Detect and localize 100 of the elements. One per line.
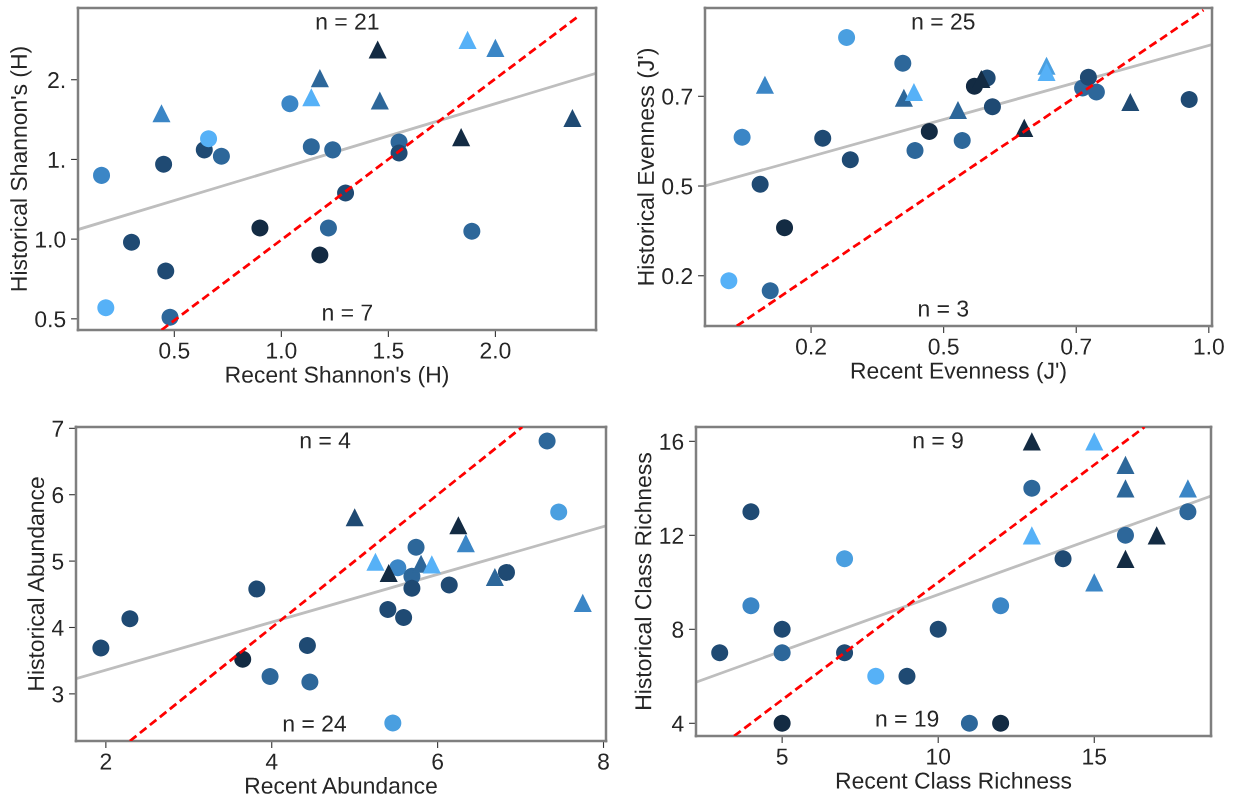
x-tick-label: 4 xyxy=(265,753,278,770)
x-tick-label: 1.0 xyxy=(267,342,297,359)
point xyxy=(573,593,592,612)
annotation: n = 3 xyxy=(919,300,969,317)
x-tick-label: 0.5 xyxy=(928,338,959,355)
annotation: n = 19 xyxy=(876,710,939,727)
point xyxy=(379,601,397,619)
point xyxy=(302,138,320,156)
point xyxy=(368,40,387,59)
point xyxy=(1037,62,1056,81)
point xyxy=(1054,550,1072,568)
point xyxy=(452,128,471,147)
point xyxy=(298,636,316,654)
y-tick-label: 2. xyxy=(48,72,65,89)
point xyxy=(157,262,175,280)
point xyxy=(384,714,402,732)
annotation: n = 25 xyxy=(912,13,975,30)
y-tick-label: 8 xyxy=(672,621,684,638)
y-tick-label: 0.7 xyxy=(662,88,693,105)
point xyxy=(841,151,859,169)
point xyxy=(302,88,321,107)
point xyxy=(733,128,751,146)
x-axis-title: Recent Shannon's (H) xyxy=(226,365,448,388)
y-tick-label: 4 xyxy=(671,715,684,732)
point xyxy=(121,610,139,628)
point xyxy=(755,75,774,94)
y-tick-label: 16 xyxy=(660,433,684,450)
point xyxy=(867,667,885,685)
x-tick-label: 15 xyxy=(1083,748,1107,765)
point xyxy=(751,175,769,193)
y-tick-label: 0.2 xyxy=(662,268,693,285)
point xyxy=(1116,479,1135,498)
point xyxy=(155,155,173,173)
x-tick-label: 0.7 xyxy=(1061,338,1092,355)
point xyxy=(773,620,791,638)
point xyxy=(212,147,230,165)
annotation: n = 21 xyxy=(316,13,379,30)
y-tick-label: 12 xyxy=(660,527,684,544)
point xyxy=(836,550,854,568)
point xyxy=(449,516,468,535)
x-tick-label: 6 xyxy=(432,753,443,770)
point xyxy=(1116,526,1134,544)
y-axis-title: Historical Abundance xyxy=(27,477,45,690)
y-tick-label: 1.0 xyxy=(36,231,66,248)
point xyxy=(463,222,481,240)
point xyxy=(497,563,515,581)
point xyxy=(1023,479,1041,497)
point xyxy=(1079,68,1097,86)
point xyxy=(403,579,421,597)
point xyxy=(992,597,1010,615)
y-tick-label: 3 xyxy=(52,686,64,703)
x-tick-label: 0.5 xyxy=(159,342,190,359)
point xyxy=(773,644,791,662)
y-axis-title: Historical Class Richness xyxy=(634,453,652,709)
point xyxy=(486,38,505,57)
x-tick-label: 10 xyxy=(927,748,951,765)
point xyxy=(898,667,916,685)
x-axis-title: Recent Class Richness xyxy=(836,771,1072,789)
point xyxy=(814,129,832,147)
point xyxy=(1116,455,1135,474)
point xyxy=(929,620,947,638)
point xyxy=(458,30,477,49)
y-tick-label: 0.5 xyxy=(662,178,693,195)
x-tick-label: 1.0 xyxy=(1194,338,1224,355)
point xyxy=(92,639,110,657)
point xyxy=(550,503,568,521)
point xyxy=(742,597,760,615)
y-axis-title: Historical Shannon's (H) xyxy=(10,47,32,291)
point xyxy=(960,714,978,732)
point xyxy=(152,104,171,123)
y-tick-label: 4 xyxy=(51,620,64,636)
x-tick-label: 8 xyxy=(598,753,609,770)
annotation: n = 9 xyxy=(913,432,963,449)
point xyxy=(563,108,582,128)
point xyxy=(894,88,913,107)
point xyxy=(948,100,968,119)
point xyxy=(366,552,385,571)
y-tick-label: 6 xyxy=(52,487,64,504)
point xyxy=(324,141,342,159)
point xyxy=(440,576,458,594)
point xyxy=(1022,432,1041,451)
y-tick-label: 0.5 xyxy=(35,311,66,328)
x-tick-label: 1.5 xyxy=(374,342,404,359)
point xyxy=(379,563,398,583)
y-tick-label: 7 xyxy=(52,420,64,437)
y-tick-label: 1. xyxy=(48,151,65,168)
point xyxy=(838,28,856,46)
annotation: n = 24 xyxy=(283,715,347,732)
point xyxy=(1085,573,1104,592)
x-tick-label: 5 xyxy=(776,748,788,765)
x-axis-title: Recent Evenness (J') xyxy=(851,361,1066,384)
point xyxy=(1085,432,1104,451)
point xyxy=(485,567,504,587)
point xyxy=(248,580,266,598)
annotation: n = 7 xyxy=(323,304,373,321)
point xyxy=(983,98,1001,116)
point xyxy=(1022,526,1041,545)
y-axis-title: Historical Evenness (J') xyxy=(637,49,659,285)
x-tick-label: 2 xyxy=(100,753,112,770)
point xyxy=(1116,549,1135,568)
